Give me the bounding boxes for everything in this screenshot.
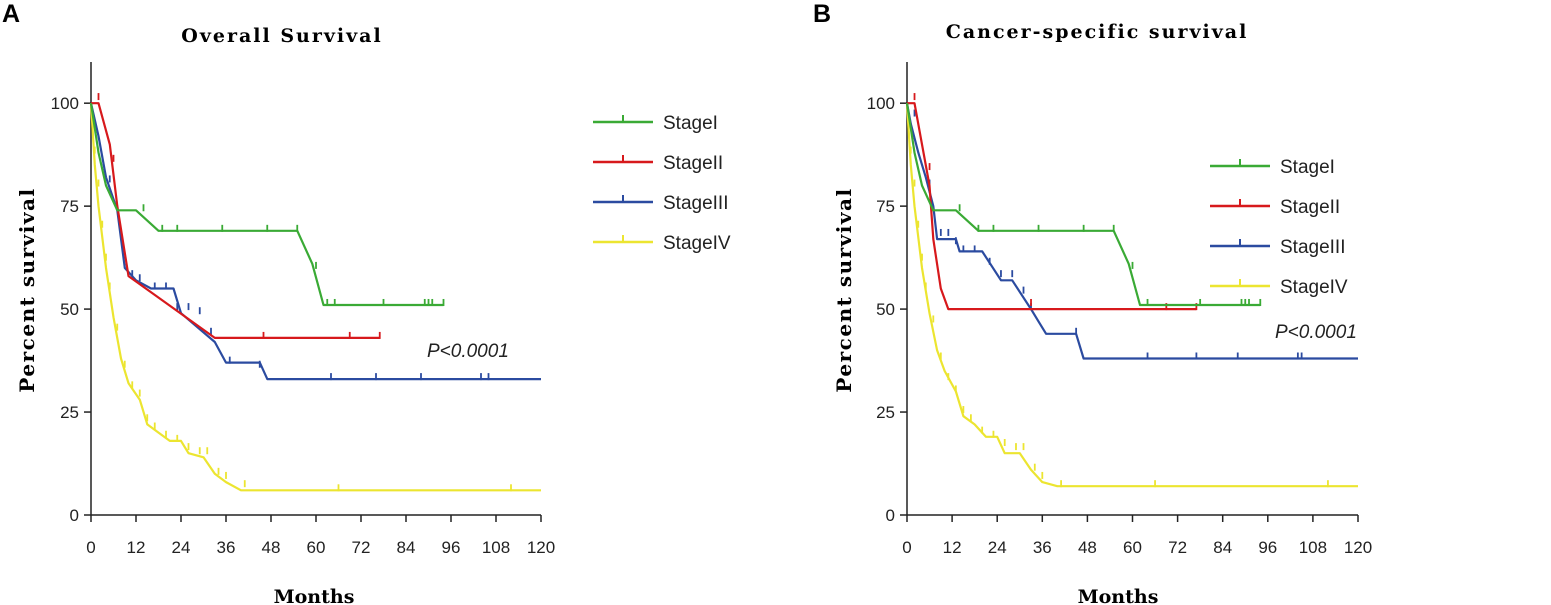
y-tick-label: 100 (867, 94, 895, 113)
panel-b: B Cancer-specific survival Percent survi… (813, 0, 1372, 605)
x-axis-title: Months (1078, 586, 1159, 605)
panel-letter: B (813, 0, 831, 28)
chart-title: Overall Survival (181, 25, 382, 47)
y-tick-label: 0 (70, 506, 79, 525)
series-line-stageii (907, 102, 1197, 311)
legend-label: StageIV (663, 233, 731, 254)
x-tick-label: 0 (902, 538, 911, 557)
legend-label: StageIII (1280, 237, 1346, 258)
x-tick-label: 36 (1033, 538, 1052, 557)
panel-a: A Overall Survival Percent survival Mont… (2, 0, 731, 605)
x-tick-label: 96 (442, 538, 461, 557)
p-value-annotation: P<0.0001 (1275, 322, 1357, 343)
legend-label: StageII (663, 153, 723, 174)
series-layer (89, 93, 541, 492)
x-tick-label: 84 (397, 538, 416, 557)
series-line-stagei (89, 103, 444, 307)
chart-title: Cancer-specific survival (946, 21, 1249, 43)
axes: 0 25 50 75 100 0 12 24 36 48 60 72 84 96 108 120 (867, 62, 1372, 557)
series-line-stageiii (905, 103, 1358, 360)
x-tick-label: 72 (1168, 538, 1187, 557)
series-line-stagei (905, 103, 1261, 307)
legend-label: StageIV (1280, 277, 1348, 298)
y-tick-label: 25 (876, 403, 895, 422)
y-tick-label: 75 (60, 197, 79, 216)
x-tick-label: 120 (527, 538, 555, 557)
series-line-stageii (91, 102, 380, 339)
y-tick-label: 0 (886, 506, 895, 525)
x-tick-label: 60 (1123, 538, 1142, 557)
series-line-stageiv (89, 103, 541, 492)
legend: StageI StageII StageIII StageIV (1210, 157, 1348, 298)
y-tick-label: 50 (60, 300, 79, 319)
x-tick-label: 0 (86, 538, 95, 557)
x-tick-label: 48 (262, 538, 281, 557)
y-tick-label: 75 (876, 197, 895, 216)
legend-label: StageII (1280, 197, 1340, 218)
axes: 0 25 50 75 100 0 12 24 36 48 60 72 84 96 108 120 (51, 62, 555, 557)
y-tick-label: 25 (60, 403, 79, 422)
x-tick-label: 12 (943, 538, 962, 557)
y-tick-label: 50 (876, 300, 895, 319)
series-line-stageiv (905, 103, 1358, 488)
x-tick-label: 60 (307, 538, 326, 557)
legend-label: StageI (663, 113, 718, 134)
x-tick-label: 24 (172, 538, 191, 557)
x-tick-label: 72 (352, 538, 371, 557)
legend-label: StageI (1280, 157, 1335, 178)
p-value-annotation: P<0.0001 (427, 341, 509, 362)
x-tick-label: 84 (1213, 538, 1232, 557)
series-line-stageiii (89, 102, 541, 381)
x-tick-label: 120 (1344, 538, 1372, 557)
x-tick-label: 12 (127, 538, 146, 557)
legend: StageI StageII StageIII StageIV (593, 113, 731, 254)
x-tick-label: 96 (1258, 538, 1277, 557)
x-tick-label: 108 (1299, 538, 1327, 557)
x-tick-label: 108 (482, 538, 510, 557)
legend-label: StageIII (663, 193, 729, 214)
x-tick-label: 24 (988, 538, 1007, 557)
x-tick-label: 48 (1078, 538, 1097, 557)
y-tick-label: 100 (51, 94, 79, 113)
y-axis-title: Percent survival (15, 187, 39, 392)
y-axis-title: Percent survival (832, 187, 856, 392)
series-layer (905, 93, 1358, 488)
panel-letter: A (2, 0, 20, 28)
x-axis-title: Months (274, 586, 355, 605)
x-tick-label: 36 (217, 538, 236, 557)
